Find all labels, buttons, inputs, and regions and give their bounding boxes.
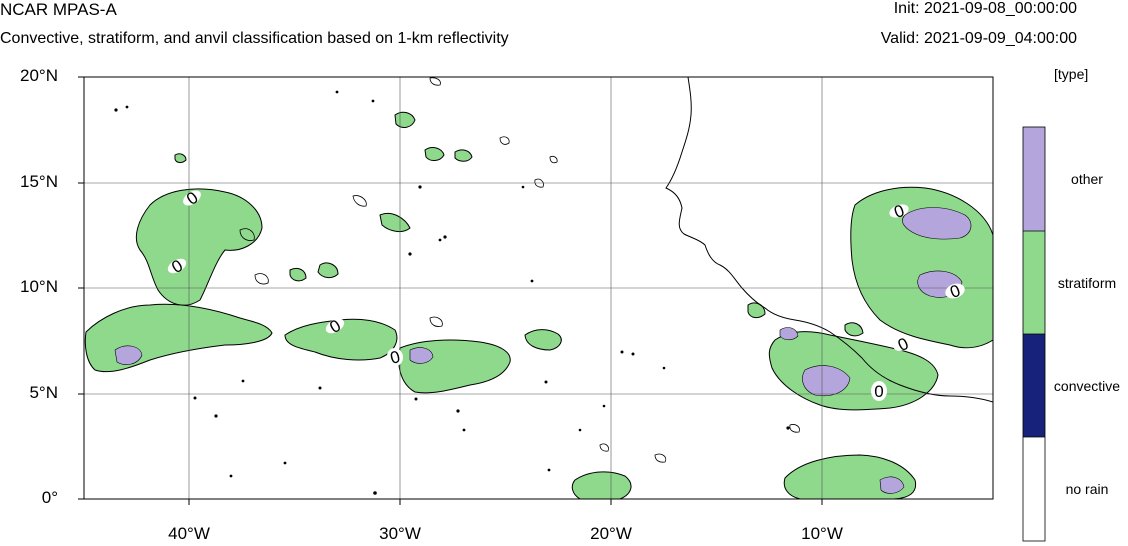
anvil-region (802, 365, 851, 397)
anvil-region (879, 476, 905, 494)
contour-outline (429, 316, 443, 327)
storm-dot (620, 350, 624, 354)
storm-dot (578, 428, 582, 432)
init-time: Init: 2021-09-08_00:00:00 (893, 0, 1077, 17)
legend-label-no-rain: no rain (1065, 481, 1109, 497)
contour-label: 0 (874, 382, 883, 401)
lon-label-30w: 30°W (379, 524, 421, 543)
storm-dot (283, 461, 287, 465)
storm-cell (747, 302, 766, 319)
storm-dot (114, 108, 118, 112)
storm-dot (214, 414, 218, 418)
storm-dot (318, 386, 322, 390)
legend-swatch-other (1023, 127, 1045, 231)
storm-region-west-north (135, 188, 263, 306)
storm-dot (335, 90, 339, 94)
storm-region-south-central (571, 471, 632, 499)
valid-time: Valid: 2021-09-09_04:00:00 (880, 30, 1077, 47)
storm-region-west-band (84, 303, 273, 373)
storm-dot (241, 379, 245, 383)
contour-outline (352, 195, 367, 207)
anvil-region (779, 327, 799, 341)
storm-dot (373, 491, 377, 495)
storm-dot (418, 185, 422, 189)
anvil-region (409, 347, 434, 364)
map-field (84, 77, 993, 499)
lon-label-20w: 20°W (590, 524, 632, 543)
contour-outline (789, 424, 800, 433)
lat-label-0: 0° (41, 488, 58, 507)
storm-dot (408, 252, 412, 256)
storm-dot (438, 238, 442, 242)
storm-dot (631, 352, 635, 356)
storm-dot (443, 235, 447, 239)
contour-outline (549, 155, 558, 164)
storm-cell (317, 262, 339, 279)
legend-label-other: other (1071, 171, 1103, 187)
contour-labels: 0 0 0 0 0 0 0 0 (167, 188, 965, 401)
legend-swatch-convective (1023, 334, 1045, 437)
anvil-region (902, 207, 972, 240)
map-title: NCAR MPAS-A (0, 0, 117, 19)
storm-dot (456, 409, 460, 413)
storm-dot (462, 428, 466, 432)
contour-outline (599, 443, 609, 452)
storm-region-east-small (524, 329, 562, 351)
storm-cell (174, 153, 187, 163)
lon-label-40w: 40°W (168, 524, 210, 543)
storm-cell (424, 147, 445, 161)
axis-ticks (78, 76, 823, 505)
storm-cell (394, 111, 416, 128)
legend-colorbar (1022, 126, 1046, 542)
contour-outline (429, 77, 441, 86)
storm-dot (544, 380, 548, 384)
storm-region-coast (768, 331, 939, 411)
contour-outline (654, 453, 667, 463)
storm-cell (844, 322, 864, 337)
storm-cell (379, 213, 411, 233)
contour-outline (499, 136, 510, 145)
legend-label-convective: convective (1053, 378, 1121, 394)
storm-dot (125, 105, 129, 109)
storm-dot (662, 366, 666, 370)
contour-outline (534, 178, 544, 188)
storm-dot (547, 468, 551, 472)
storm-dot (530, 279, 534, 283)
coastline (665, 77, 993, 403)
legend-label-stratiform: stratiform (1057, 275, 1117, 291)
storm-dot (414, 397, 418, 401)
storm-dot (193, 396, 197, 400)
legend-swatch-stratiform (1023, 231, 1045, 334)
lon-label-10w: 10°W (801, 524, 843, 543)
legend-title: [type] (1054, 66, 1089, 82)
storm-dot (786, 426, 790, 430)
legend-swatch-no-rain (1023, 437, 1045, 541)
map-subtitle: Convective, stratiform, and anvil classi… (0, 30, 509, 47)
contour-outline (254, 273, 269, 285)
storm-dot (229, 474, 233, 478)
storm-dot (602, 404, 606, 408)
lat-label-10n: 10°N (20, 277, 58, 296)
storm-cell (454, 149, 473, 162)
lat-label-5n: 5°N (29, 383, 58, 402)
lat-label-20n: 20°N (20, 66, 58, 85)
graticule (84, 77, 993, 499)
storm-dot (521, 185, 525, 189)
storm-cell (289, 267, 307, 282)
storm-dot (371, 99, 375, 103)
lat-label-15n: 15°N (20, 172, 58, 191)
contour-outline (239, 228, 255, 241)
anvil-region (114, 345, 143, 365)
